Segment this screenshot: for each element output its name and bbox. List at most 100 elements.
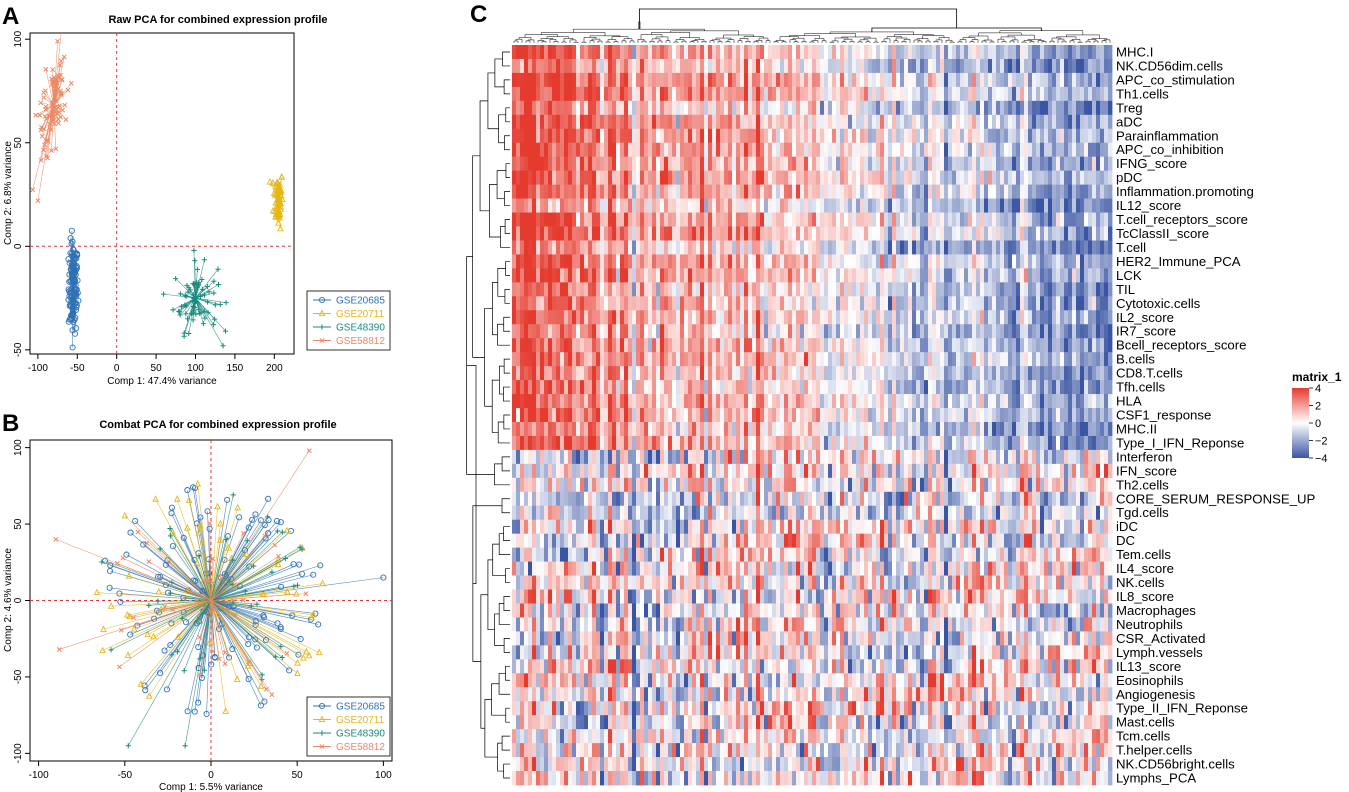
heatmap-cell <box>604 338 609 353</box>
centroid-spoke <box>130 600 212 635</box>
heatmap-cell <box>1012 338 1017 353</box>
column-dendrogram-branch <box>518 37 532 40</box>
heatmap-cell <box>656 310 661 325</box>
data-point <box>273 654 279 660</box>
heatmap-cell <box>1060 240 1065 255</box>
heatmap-cell <box>524 212 529 227</box>
heatmap-cell <box>840 45 845 60</box>
heatmap-cell <box>1092 198 1097 213</box>
heatmap-cell <box>924 268 929 283</box>
heatmap-cell <box>1068 72 1073 88</box>
heatmap-cell <box>796 156 801 172</box>
heatmap-cell <box>532 226 537 241</box>
heatmap-cell <box>712 100 717 116</box>
heatmap-cell <box>820 282 825 297</box>
heatmap-cell <box>832 100 837 116</box>
heatmap-cell <box>944 338 949 353</box>
heatmap-cell <box>872 45 877 60</box>
heatmap-cell <box>1080 170 1085 186</box>
heatmap-cell <box>904 184 909 199</box>
heatmap-cell <box>520 198 525 213</box>
heatmap-cell <box>988 254 993 269</box>
heatmap-cell <box>1072 142 1077 158</box>
heatmap-cell <box>1048 100 1053 116</box>
heatmap-cell <box>564 212 569 227</box>
heatmap-cell <box>644 114 649 130</box>
heatmap-cell <box>616 86 621 102</box>
heatmap-cell <box>1004 86 1009 102</box>
heatmap-cell <box>908 296 913 311</box>
heatmap-cell <box>576 226 581 241</box>
heatmap-cell <box>708 72 713 88</box>
heatmap-cell <box>1060 170 1065 186</box>
heatmap-cell <box>948 240 953 255</box>
centroid-spoke <box>171 600 212 656</box>
heatmap-cell <box>776 296 781 311</box>
heatmap-cell <box>520 324 525 339</box>
heatmap-cell <box>908 282 913 297</box>
heatmap-cell <box>876 226 881 241</box>
heatmap-cell <box>1076 72 1081 88</box>
heatmap-cell <box>1008 282 1013 297</box>
heatmap-cell <box>568 212 573 227</box>
heatmap-cell <box>784 142 789 158</box>
heatmap-cell <box>888 198 893 213</box>
heatmap-cell <box>1104 72 1109 88</box>
heatmap-cell <box>668 72 673 88</box>
heatmap-cell <box>660 128 665 144</box>
heatmap-cell <box>768 114 773 130</box>
heatmap-cell <box>796 86 801 102</box>
heatmap-cell <box>708 142 713 158</box>
heatmap-cell <box>980 72 985 88</box>
heatmap-cell <box>744 226 749 241</box>
heatmap-cell <box>1040 254 1045 269</box>
heatmap-cell <box>1080 310 1085 325</box>
heatmap-cell <box>536 212 541 227</box>
data-point <box>249 516 256 523</box>
data-point <box>303 591 309 597</box>
heatmap-cell <box>564 352 569 367</box>
heatmap-cell <box>972 254 977 269</box>
heatmap-cell <box>760 226 765 241</box>
heatmap-cell <box>612 310 617 325</box>
heatmap-cell <box>572 170 577 186</box>
heatmap-cell <box>552 142 557 158</box>
heatmap-cell <box>644 72 649 88</box>
heatmap-cell <box>628 282 633 297</box>
heatmap-cell <box>568 352 573 367</box>
y-tick-label: 50 <box>13 137 24 149</box>
heatmap-cell <box>984 100 989 116</box>
heatmap-cell <box>624 268 629 283</box>
data-point <box>216 656 222 662</box>
data-point <box>30 187 36 193</box>
heatmap-cell <box>1084 282 1089 297</box>
heatmap-cell <box>984 58 989 74</box>
data-point <box>49 76 55 82</box>
heatmap-cell <box>756 184 761 199</box>
heatmap-cells <box>512 45 1113 786</box>
heatmap-cell <box>892 114 897 130</box>
heatmap-cell <box>844 128 849 144</box>
heatmap-cell <box>552 128 557 144</box>
heatmap-cell <box>628 268 633 283</box>
heatmap-cell <box>1004 296 1009 311</box>
heatmap-cell <box>1064 198 1069 213</box>
heatmap-cell <box>700 142 705 158</box>
heatmap-cell <box>780 142 785 158</box>
heatmap-cell <box>592 198 597 213</box>
heatmap-cell <box>1004 268 1009 283</box>
heatmap-cell <box>944 282 949 297</box>
heatmap-cell <box>564 268 569 283</box>
heatmap-cell <box>1068 198 1073 213</box>
heatmap-cell <box>560 198 565 213</box>
heatmap-cell <box>1024 268 1029 283</box>
heatmap-cell <box>816 212 821 227</box>
data-point <box>232 612 238 618</box>
legend-marker-icon <box>319 730 325 736</box>
heatmap-cell <box>1096 254 1101 269</box>
heatmap-cell <box>1008 184 1013 199</box>
heatmap-cell <box>888 282 893 297</box>
heatmap-cell <box>976 72 981 88</box>
heatmap-cell <box>572 86 577 102</box>
heatmap-cell <box>1100 254 1105 269</box>
